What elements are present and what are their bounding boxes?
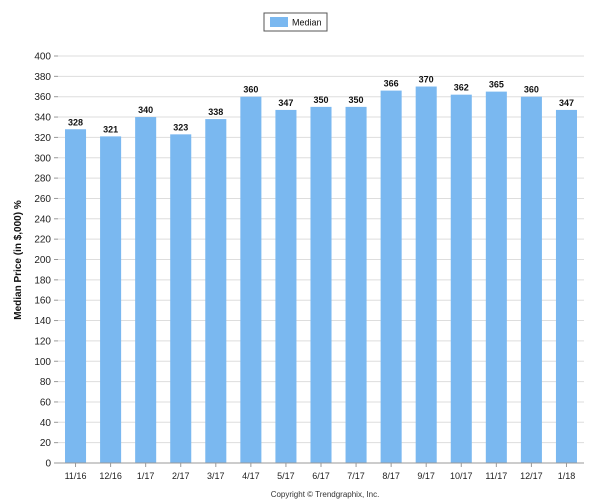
y-axis-ticks: 0 20 40 60 80 100 120 140 160 180 200 220 240 260 280 3… — [34, 52, 58, 470]
bar — [380, 90, 402, 463]
x-tick-label: 2/17 — [172, 471, 190, 481]
y-tick-label: 320 — [34, 133, 51, 144]
legend: Median — [263, 12, 328, 32]
x-tick-label: 3/17 — [207, 471, 225, 481]
x-tick-label: 5/17 — [277, 471, 295, 481]
legend-label: Median — [292, 18, 322, 28]
data-label: 365 — [489, 80, 504, 90]
data-label: 347 — [278, 98, 293, 108]
data-label: 338 — [208, 107, 223, 117]
y-tick-label: 100 — [34, 357, 51, 368]
y-axis-label: Median Price (in $,000) % — [13, 200, 24, 320]
x-tick-label: 6/17 — [312, 471, 330, 481]
data-label: 328 — [68, 117, 83, 127]
y-tick-label: 260 — [34, 194, 51, 205]
data-label: 350 — [349, 95, 364, 105]
y-tick-label: 200 — [34, 255, 51, 266]
y-tick-label: 140 — [34, 316, 51, 327]
bar — [345, 106, 367, 463]
y-tick-label: 80 — [40, 377, 52, 388]
bar — [100, 136, 122, 463]
x-tick-label: 12/17 — [520, 471, 543, 481]
data-label: 360 — [524, 85, 539, 95]
x-tick-label: 8/17 — [382, 471, 400, 481]
bar — [240, 96, 262, 463]
bar — [170, 134, 192, 463]
bar — [485, 91, 507, 464]
y-tick-label: 60 — [40, 397, 52, 408]
bar — [555, 109, 577, 464]
data-label: 321 — [103, 124, 118, 134]
data-labels: 328 321 340 323 338 360 347 350 350 366 370 362 365 3… — [68, 75, 574, 135]
y-tick-label: 220 — [34, 235, 51, 246]
y-tick-label: 160 — [34, 296, 51, 307]
x-tick-label: 4/17 — [242, 471, 260, 481]
bar — [275, 109, 297, 464]
y-tick-label: 0 — [45, 459, 51, 470]
x-tick-label: 9/17 — [417, 471, 435, 481]
y-tick-label: 120 — [34, 336, 51, 347]
bar — [415, 86, 437, 464]
y-tick-label: 300 — [34, 153, 51, 164]
y-tick-label: 340 — [34, 113, 51, 124]
y-tick-label: 380 — [34, 72, 51, 83]
x-axis-ticks: 11/16 12/16 1/17 2/17 3/17 4/17 5/17 6/17 7/17 8/… — [65, 463, 576, 481]
data-label: 347 — [559, 98, 574, 108]
data-label: 350 — [313, 95, 328, 105]
y-tick-label: 360 — [34, 92, 51, 103]
data-label: 366 — [384, 79, 399, 89]
bars — [65, 86, 577, 464]
y-tick-label: 240 — [34, 214, 51, 225]
bar — [135, 117, 157, 464]
x-tick-label: 1/18 — [558, 471, 576, 481]
bar — [65, 129, 87, 463]
bar — [205, 119, 227, 464]
y-tick-label: 400 — [34, 52, 51, 63]
data-label: 340 — [138, 105, 153, 115]
y-tick-label: 280 — [34, 174, 51, 185]
x-tick-label: 11/16 — [65, 471, 87, 481]
y-tick-label: 180 — [34, 275, 51, 286]
legend-swatch — [270, 17, 288, 27]
x-tick-label: 11/17 — [485, 471, 507, 481]
x-tick-label: 7/17 — [347, 471, 365, 481]
x-tick-label: 12/16 — [99, 471, 122, 481]
data-label: 370 — [419, 75, 434, 85]
x-tick-label: 10/17 — [450, 471, 473, 481]
bar — [450, 94, 472, 463]
x-tick-label: 1/17 — [137, 471, 155, 481]
data-label: 362 — [454, 83, 469, 93]
data-label: 360 — [243, 85, 258, 95]
data-label: 323 — [173, 122, 188, 132]
y-tick-label: 40 — [40, 418, 52, 429]
copyright-text: Copyright © Trendgraphix, Inc. — [271, 490, 380, 499]
y-tick-label: 20 — [40, 438, 52, 449]
bar — [310, 106, 332, 463]
bar — [520, 96, 542, 463]
